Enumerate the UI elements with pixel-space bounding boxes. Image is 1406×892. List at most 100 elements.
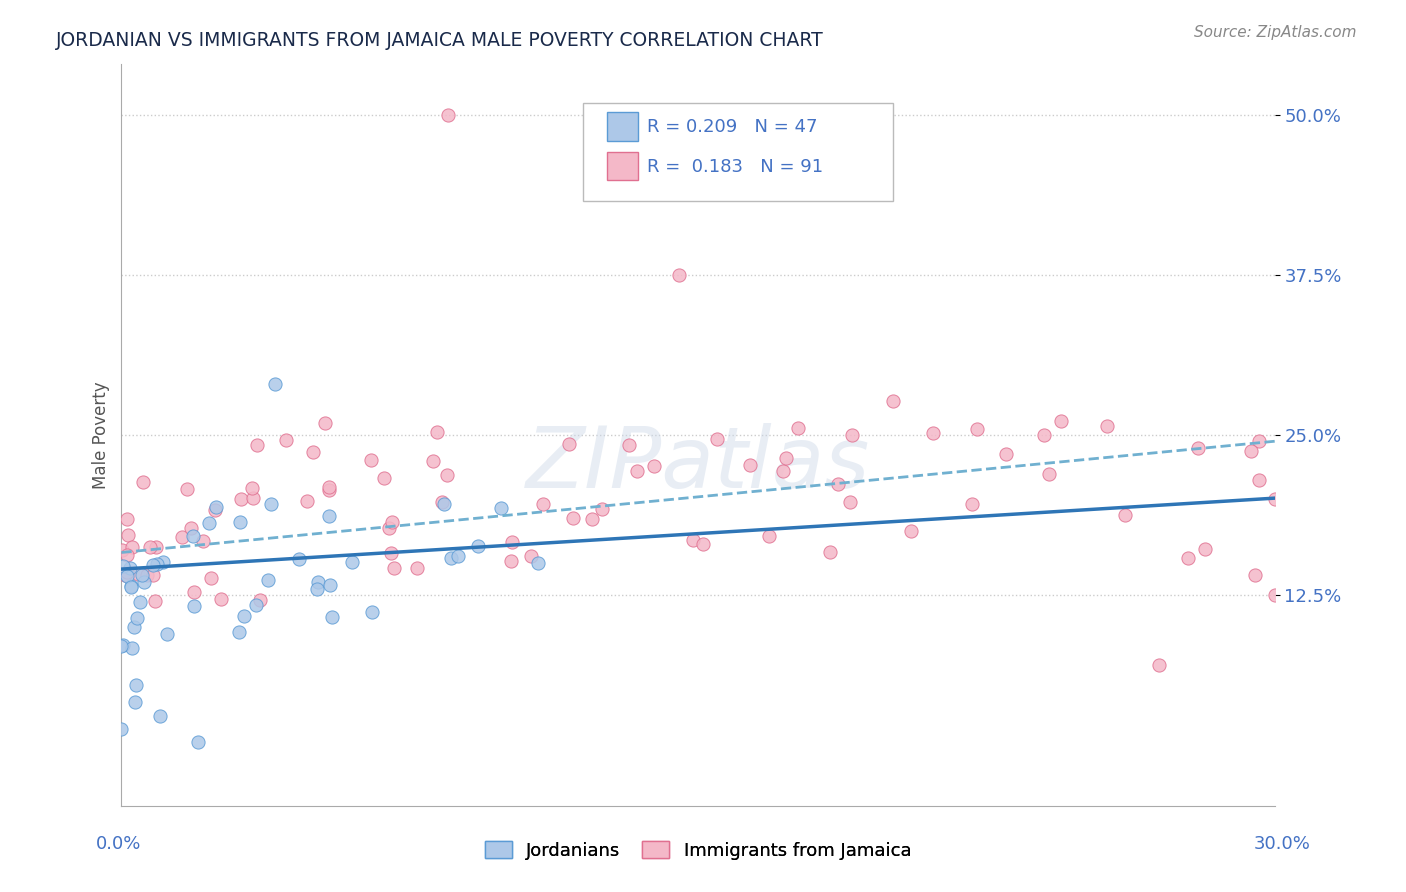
Point xyxy=(229,515,252,529)
Point xyxy=(209,591,232,606)
Point xyxy=(617,438,640,452)
Point xyxy=(176,482,198,496)
Point xyxy=(145,541,167,555)
Point xyxy=(124,695,146,709)
Point xyxy=(183,585,205,599)
Point xyxy=(318,480,340,494)
Point xyxy=(501,554,523,568)
Point xyxy=(240,481,263,495)
Point xyxy=(1177,550,1199,565)
Point xyxy=(430,495,453,509)
Point xyxy=(758,529,780,543)
Point xyxy=(197,516,219,530)
Point xyxy=(180,521,202,535)
Point xyxy=(205,500,228,515)
Point xyxy=(314,416,336,430)
Point xyxy=(183,599,205,613)
Point xyxy=(111,638,134,652)
Point xyxy=(131,568,153,582)
Point xyxy=(426,425,449,439)
Point xyxy=(839,495,862,509)
Point xyxy=(125,678,148,692)
Point xyxy=(134,575,156,590)
Point xyxy=(307,575,329,590)
Point xyxy=(121,540,143,554)
Point xyxy=(288,551,311,566)
Point xyxy=(233,609,256,624)
Point xyxy=(1095,419,1118,434)
Point xyxy=(245,598,267,612)
Point xyxy=(422,454,444,468)
Point xyxy=(139,540,162,554)
Text: Source: ZipAtlas.com: Source: ZipAtlas.com xyxy=(1194,25,1357,40)
Y-axis label: Male Poverty: Male Poverty xyxy=(93,381,110,489)
Text: JORDANIAN VS IMMIGRANTS FROM JAMAICA MALE POVERTY CORRELATION CHART: JORDANIAN VS IMMIGRANTS FROM JAMAICA MAL… xyxy=(56,31,824,50)
Point xyxy=(142,558,165,573)
Point xyxy=(360,452,382,467)
Point xyxy=(143,594,166,608)
Point xyxy=(118,561,141,575)
Point xyxy=(1114,508,1136,522)
Point xyxy=(447,549,470,563)
Point xyxy=(1050,414,1073,428)
Point xyxy=(558,436,581,450)
Point xyxy=(562,510,585,524)
Point xyxy=(319,578,342,592)
Point xyxy=(117,527,139,541)
Point xyxy=(377,520,399,534)
Point xyxy=(818,545,841,559)
Point xyxy=(960,497,983,511)
Point xyxy=(127,566,149,581)
Text: 30.0%: 30.0% xyxy=(1254,835,1310,853)
Point xyxy=(467,540,489,554)
Point xyxy=(520,549,543,563)
Point xyxy=(191,533,214,548)
Point xyxy=(302,444,325,458)
Point xyxy=(706,432,728,446)
Text: ZIPatlas: ZIPatlas xyxy=(526,423,870,506)
Point xyxy=(228,625,250,640)
Point xyxy=(204,503,226,517)
Point xyxy=(187,735,209,749)
Point xyxy=(1240,443,1263,458)
Point xyxy=(900,524,922,539)
Point xyxy=(264,376,287,391)
Point xyxy=(257,573,280,587)
Point xyxy=(827,477,849,491)
Point xyxy=(995,447,1018,461)
Point xyxy=(115,569,138,583)
Point xyxy=(440,550,463,565)
Point xyxy=(1149,658,1171,673)
Point xyxy=(527,556,550,570)
Point xyxy=(307,582,329,597)
Point xyxy=(1244,568,1267,582)
Point xyxy=(321,609,343,624)
Point xyxy=(787,421,810,435)
Point xyxy=(360,605,382,619)
Point xyxy=(117,512,139,526)
Point xyxy=(142,568,165,582)
Point xyxy=(246,438,269,452)
Text: R =  0.183   N = 91: R = 0.183 N = 91 xyxy=(647,158,823,176)
Point xyxy=(297,494,319,508)
Point xyxy=(149,709,172,723)
Point xyxy=(121,641,143,656)
Point xyxy=(581,512,603,526)
Point xyxy=(120,579,142,593)
Text: 0.0%: 0.0% xyxy=(96,835,141,853)
Point xyxy=(136,568,159,582)
Point xyxy=(591,502,613,516)
Point xyxy=(406,561,429,575)
Point xyxy=(1249,473,1271,487)
Point xyxy=(170,530,193,544)
Point xyxy=(1187,441,1209,455)
Point xyxy=(181,528,204,542)
Point xyxy=(132,475,155,489)
Point xyxy=(626,465,648,479)
Point xyxy=(682,533,704,548)
Point xyxy=(1194,541,1216,556)
Point xyxy=(841,428,863,442)
Point xyxy=(1038,467,1060,482)
Point xyxy=(152,555,174,569)
Point xyxy=(432,498,454,512)
